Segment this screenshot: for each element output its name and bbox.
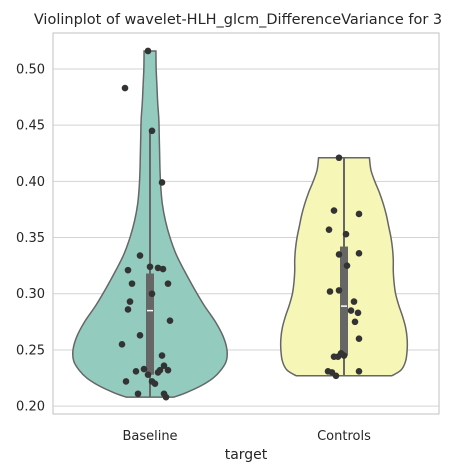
data-point: [335, 154, 343, 162]
data-point: [144, 47, 152, 55]
data-point: [158, 352, 166, 359]
data-point: [136, 252, 144, 259]
data-point: [166, 317, 174, 325]
data-point: [124, 266, 132, 274]
data-point: [154, 369, 162, 376]
y-tick-label: 0.25: [16, 343, 45, 358]
y-tick-label: 0.35: [16, 231, 45, 246]
data-point: [134, 390, 142, 398]
data-point: [325, 226, 333, 233]
data-points: [118, 47, 363, 401]
data-point: [335, 251, 343, 258]
data-point: [354, 309, 362, 317]
data-point: [335, 287, 343, 294]
data-point: [355, 249, 363, 257]
data-point: [326, 288, 334, 295]
y-tick-labels: 0.20 0.25 0.30 0.35 0.40 0.45 0.50: [16, 62, 45, 414]
data-point: [332, 372, 340, 380]
data-point: [122, 378, 130, 385]
y-tick-label: 0.50: [16, 62, 45, 77]
y-tick-label: 0.20: [16, 400, 45, 415]
x-tick-label: Controls: [317, 429, 371, 444]
x-axis-title: target: [225, 447, 268, 463]
data-point: [164, 366, 172, 374]
data-point: [355, 367, 363, 375]
y-tick-label: 0.30: [16, 287, 45, 302]
x-tick-label: Baseline: [122, 429, 177, 444]
data-point: [124, 306, 132, 313]
data-point: [347, 307, 355, 314]
data-point: [342, 230, 350, 238]
data-point: [121, 84, 129, 92]
data-point: [146, 263, 154, 271]
data-point: [164, 280, 172, 287]
data-point: [343, 262, 351, 269]
y-tick-label: 0.45: [16, 119, 45, 134]
data-point: [350, 298, 358, 305]
data-point: [144, 371, 152, 378]
data-point: [140, 365, 148, 373]
data-point: [148, 290, 156, 298]
iqr-box: [340, 246, 348, 356]
chart-title: Violinplot of wavelet-HLH_glcm_Differenc…: [34, 12, 442, 28]
data-point: [136, 332, 144, 339]
data-point: [148, 127, 156, 135]
data-point: [158, 179, 166, 186]
data-point: [337, 350, 345, 357]
data-point: [160, 362, 168, 369]
iqr-box: [146, 273, 154, 375]
data-point: [355, 335, 363, 342]
data-point: [159, 265, 167, 273]
data-point: [154, 264, 162, 272]
data-point: [330, 207, 338, 214]
data-point: [126, 298, 134, 305]
x-tick-labels: Baseline Controls: [122, 429, 371, 444]
plot-frame: [52, 32, 440, 415]
data-point: [128, 280, 136, 287]
data-point: [118, 341, 126, 348]
data-point: [151, 380, 159, 387]
data-point: [351, 318, 359, 326]
y-tick-label: 0.40: [16, 175, 45, 190]
data-point: [132, 367, 140, 375]
data-point: [162, 393, 170, 401]
data-point: [355, 210, 363, 218]
